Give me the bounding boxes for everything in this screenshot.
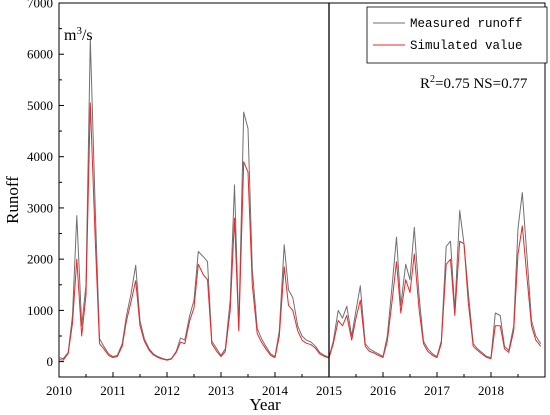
y-tick-label: 5000	[27, 98, 53, 113]
legend: Measured runoff Simulated value	[366, 6, 548, 64]
y-tick-label: 6000	[27, 47, 53, 62]
x-tick-label: 2017	[424, 383, 451, 398]
x-tick-label: 2012	[154, 383, 180, 398]
fit-statistics-annotation: R2=0.75 NS=0.77	[420, 74, 528, 92]
y-tick-label: 3000	[27, 200, 53, 215]
axes-layer: 0 1000 2000 3000 4000 5000 6000 7000 2010 2011 201…	[27, 0, 519, 398]
x-tick-label: 2018	[478, 383, 504, 398]
x-tick-label: 2013	[208, 383, 234, 398]
x-tick-label: 2010	[46, 383, 72, 398]
x-axis-title: Year	[249, 395, 281, 414]
y-tick-label: 2000	[27, 252, 53, 267]
series-layer	[58, 38, 542, 361]
y-axis-title: Runoff	[3, 176, 22, 224]
legend-label-measured: Measured runoff	[410, 17, 523, 31]
x-tick-label: 2014	[262, 383, 289, 398]
y-axis-unit: m3/s	[64, 25, 93, 44]
y-tick-label: 0	[47, 354, 54, 369]
series-line-0	[58, 38, 542, 361]
x-tick-label: 2016	[370, 383, 397, 398]
x-tick-label: 2015	[316, 383, 342, 398]
y-tick-label: 7000	[27, 0, 53, 11]
y-tick-label: 4000	[27, 149, 53, 164]
legend-box	[366, 6, 548, 64]
y-tick-label: 1000	[27, 303, 53, 318]
legend-label-simulated: Simulated value	[410, 39, 523, 53]
series-line-1	[58, 102, 542, 361]
x-tick-label: 2011	[100, 383, 126, 398]
